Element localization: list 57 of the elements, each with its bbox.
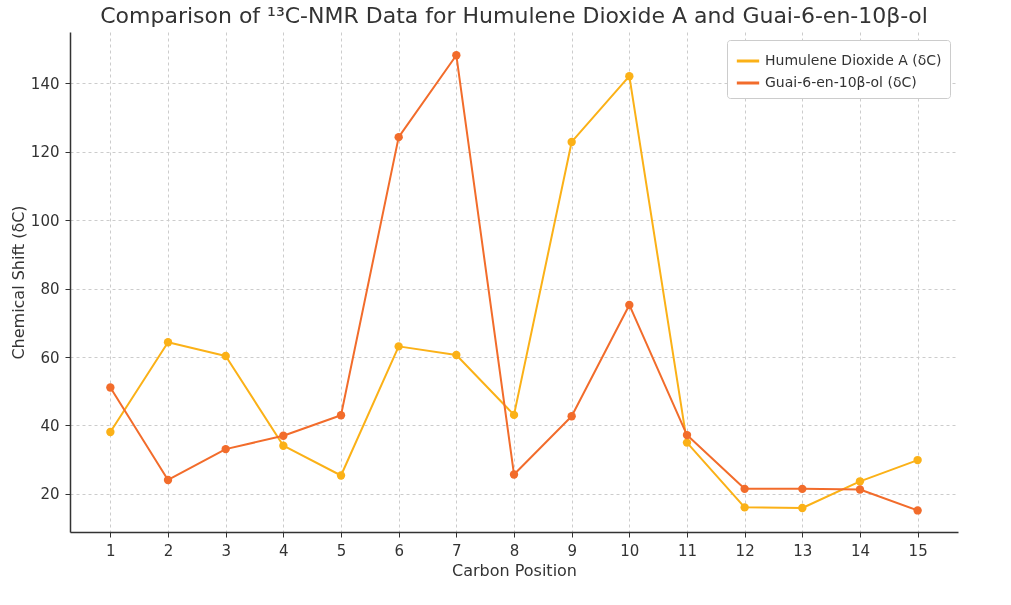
point bbox=[740, 484, 749, 494]
point bbox=[336, 471, 346, 480]
point bbox=[625, 300, 634, 310]
y-tick-label: 140 bbox=[30, 74, 60, 93]
point bbox=[798, 503, 807, 513]
y-tick-label: 40 bbox=[40, 416, 60, 435]
point bbox=[163, 338, 173, 347]
point bbox=[336, 411, 346, 420]
point bbox=[567, 412, 576, 421]
x-tick-label: 14 bbox=[850, 541, 871, 560]
x-tick-label: 1 bbox=[106, 541, 116, 560]
x-tick-label: 7 bbox=[452, 541, 462, 560]
x-tick-label: 13 bbox=[793, 541, 813, 560]
point bbox=[221, 351, 230, 361]
point bbox=[221, 444, 230, 454]
y-axis-title: Chemical Shift (δC) bbox=[8, 205, 28, 360]
x-tick-label: 5 bbox=[336, 541, 347, 560]
point bbox=[452, 350, 461, 360]
x-tick-label: 12 bbox=[735, 541, 755, 560]
x-tick-label: 15 bbox=[908, 541, 928, 560]
x-tick-label: 9 bbox=[567, 541, 577, 560]
point bbox=[106, 383, 115, 392]
point bbox=[740, 503, 749, 512]
x-tick-label: 2 bbox=[163, 541, 174, 560]
x-tick-label: 11 bbox=[677, 541, 698, 560]
y-tick-label: 100 bbox=[30, 211, 60, 230]
x-tick-label: 4 bbox=[279, 541, 289, 560]
point bbox=[855, 477, 865, 486]
x-tick-label: 6 bbox=[394, 541, 404, 560]
legend-label: Humulene Dioxide A (δC) bbox=[765, 52, 942, 68]
x-axis-title: Carbon Position bbox=[451, 560, 578, 580]
point bbox=[682, 430, 692, 440]
y-tick-label: 20 bbox=[40, 485, 60, 504]
point bbox=[106, 427, 115, 437]
point bbox=[279, 431, 288, 440]
point bbox=[509, 410, 519, 420]
point bbox=[798, 484, 807, 494]
y-tick-label: 120 bbox=[30, 143, 60, 162]
legend-label: Guai-6-en-10β-ol (δC) bbox=[765, 74, 917, 90]
point bbox=[394, 342, 403, 351]
point bbox=[682, 438, 692, 447]
point bbox=[855, 485, 865, 494]
x-tick-label: 10 bbox=[620, 541, 640, 560]
x-tick-label: 8 bbox=[509, 541, 520, 560]
chart-title: Comparison of ¹³C-NMR Data for Humulene Dioxide A and Guai-6-en-10β-ol bbox=[100, 3, 928, 28]
point bbox=[394, 132, 403, 142]
y-tick-label: 60 bbox=[40, 348, 60, 367]
point bbox=[163, 475, 173, 485]
point bbox=[625, 72, 634, 81]
point bbox=[279, 441, 288, 450]
point bbox=[913, 455, 922, 465]
point bbox=[509, 470, 519, 479]
point bbox=[913, 506, 922, 515]
point bbox=[567, 137, 576, 147]
point bbox=[452, 51, 461, 60]
x-tick-label: 3 bbox=[221, 541, 231, 560]
y-tick-label: 80 bbox=[40, 280, 60, 299]
